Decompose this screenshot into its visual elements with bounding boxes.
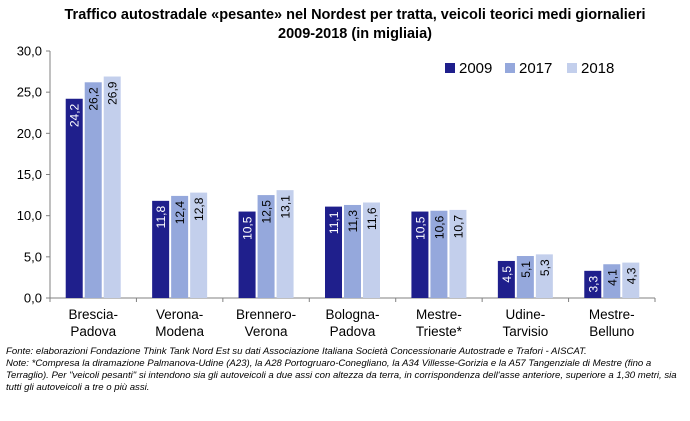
bar-value-label: 5,1 bbox=[519, 261, 533, 278]
y-tick-label: 30,0 bbox=[17, 44, 42, 59]
bar-2009 bbox=[325, 206, 342, 298]
y-tick-label: 0,0 bbox=[24, 291, 42, 306]
x-tick-label: Brennero-Verona bbox=[236, 307, 296, 339]
x-tick-label: Bologna-Padova bbox=[325, 307, 379, 339]
legend-item: 2018 bbox=[567, 60, 614, 77]
y-tick-label: 20,0 bbox=[17, 126, 42, 141]
bar-labels-group: 24,2 11,8 10,5 11,1 10,5 4,5 3,3 26,2 12,4 12,5 11… bbox=[68, 81, 639, 292]
bar-2018 bbox=[622, 262, 640, 298]
bar-value-label: 24,2 bbox=[68, 103, 82, 127]
bar-value-label: 4,5 bbox=[500, 266, 514, 283]
bar-value-label: 11,3 bbox=[346, 210, 360, 233]
legend-item: 2009 bbox=[445, 60, 492, 77]
bar-value-label: 13,1 bbox=[279, 195, 293, 219]
bar-value-label: 10,7 bbox=[451, 215, 465, 239]
bar-2018 bbox=[103, 76, 121, 298]
y-tick-label: 25,0 bbox=[17, 85, 42, 100]
bar-2009 bbox=[497, 260, 515, 298]
bar-value-label: 11,1 bbox=[327, 211, 341, 234]
bar-2017 bbox=[257, 195, 275, 298]
legend-swatch bbox=[445, 63, 455, 73]
bar-2009 bbox=[65, 98, 83, 299]
bar-value-label: 10,6 bbox=[432, 215, 446, 239]
bar-2009 bbox=[584, 270, 602, 298]
bar-value-label: 11,6 bbox=[365, 207, 379, 230]
source-note: Fonte: elaborazioni Fondazione Think Tan… bbox=[6, 346, 587, 357]
bar-2009 bbox=[238, 211, 256, 298]
legend-swatch bbox=[567, 63, 577, 73]
bar-2009 bbox=[152, 200, 170, 298]
methodology-note: Note: *Compresa la diramazione Palmanova… bbox=[6, 358, 677, 393]
legend: 2009 2017 2018 bbox=[445, 60, 614, 77]
bar-chart: 0,0 5,0 10,0 15,0 20,0 25,0 30,0 Brescia-Padov… bbox=[17, 44, 656, 339]
bar-2017 bbox=[84, 82, 102, 298]
x-tick-label: Brescia-Padova bbox=[68, 307, 118, 339]
bar-2017 bbox=[344, 204, 361, 298]
bars-group bbox=[65, 76, 640, 299]
y-axis: 0,0 5,0 10,0 15,0 20,0 25,0 30,0 bbox=[17, 44, 51, 306]
bar-2009 bbox=[411, 211, 429, 298]
bar-2018 bbox=[276, 190, 294, 298]
bar-2018 bbox=[363, 202, 380, 298]
bar-value-label: 5,3 bbox=[538, 259, 552, 276]
y-tick-label: 15,0 bbox=[17, 167, 42, 182]
chart-title: Traffico autostradale «pesante» nel Nord… bbox=[64, 7, 646, 42]
bar-2017 bbox=[430, 210, 448, 298]
y-tick-label: 5,0 bbox=[24, 249, 42, 264]
bar-value-label: 26,9 bbox=[106, 81, 120, 105]
bar-2018 bbox=[535, 254, 553, 298]
x-tick-label: Mestre-Trieste* bbox=[416, 307, 463, 339]
x-tick-label: Udine-Tarvisio bbox=[502, 307, 548, 339]
x-tick-label: Mestre-Belluno bbox=[589, 307, 635, 339]
bar-value-label: 4,1 bbox=[605, 269, 619, 286]
bar-2017 bbox=[171, 195, 189, 298]
bar-value-label: 12,8 bbox=[192, 197, 206, 221]
bar-value-label: 10,5 bbox=[241, 216, 255, 240]
legend-label: 2009 bbox=[459, 60, 492, 77]
legend-item: 2017 bbox=[505, 60, 552, 77]
bar-2017 bbox=[516, 256, 534, 298]
bar-value-label: 12,5 bbox=[260, 200, 274, 224]
x-tick-label: Verona-Modena bbox=[155, 307, 204, 339]
bar-2017 bbox=[603, 264, 621, 298]
x-axis: Brescia-Padova Verona-Modena Brennero-Vero… bbox=[49, 297, 656, 339]
legend-swatch bbox=[505, 63, 515, 73]
bar-value-label: 10,5 bbox=[413, 216, 427, 240]
bar-value-label: 26,2 bbox=[87, 87, 101, 111]
bar-value-label: 3,3 bbox=[586, 276, 600, 293]
bar-value-label: 11,8 bbox=[154, 206, 168, 229]
legend-label: 2017 bbox=[519, 60, 552, 77]
footnotes: Fonte: elaborazioni Fondazione Think Tan… bbox=[6, 346, 686, 394]
bar-2018 bbox=[449, 209, 467, 298]
bar-2018 bbox=[190, 192, 208, 298]
legend-label: 2018 bbox=[581, 60, 614, 77]
y-tick-label: 10,0 bbox=[17, 208, 42, 223]
bar-value-label: 12,4 bbox=[173, 201, 187, 225]
bar-value-label: 4,3 bbox=[624, 267, 638, 284]
